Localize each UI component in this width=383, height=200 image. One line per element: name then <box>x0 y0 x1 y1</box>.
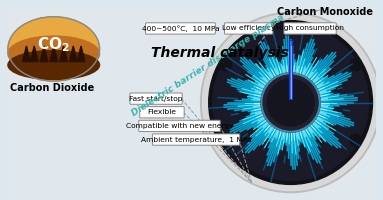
Text: High consumption: High consumption <box>276 25 344 31</box>
Text: Carbon Monoxide: Carbon Monoxide <box>277 7 373 17</box>
Circle shape <box>220 134 231 146</box>
Circle shape <box>203 15 378 190</box>
Polygon shape <box>30 46 38 62</box>
Text: Flexible: Flexible <box>147 109 177 115</box>
FancyBboxPatch shape <box>224 23 273 34</box>
Polygon shape <box>77 46 85 62</box>
Circle shape <box>201 13 380 192</box>
Text: Ambient temperature,  1 MPa: Ambient temperature, 1 MPa <box>141 137 251 143</box>
Circle shape <box>350 134 362 146</box>
Polygon shape <box>50 46 57 62</box>
Polygon shape <box>60 46 67 62</box>
FancyBboxPatch shape <box>146 23 215 34</box>
Ellipse shape <box>8 17 100 81</box>
Circle shape <box>261 73 320 132</box>
Circle shape <box>209 21 373 184</box>
Text: 400~500°C,  10 MPa: 400~500°C, 10 MPa <box>142 25 219 32</box>
FancyBboxPatch shape <box>140 107 184 118</box>
Circle shape <box>350 59 362 71</box>
Circle shape <box>220 59 231 71</box>
Text: $\mathbf{CO_2}$: $\mathbf{CO_2}$ <box>37 36 70 54</box>
Text: Compatible with new energy: Compatible with new energy <box>126 123 233 129</box>
Text: Fast start/stop: Fast start/stop <box>129 96 183 102</box>
Polygon shape <box>40 46 48 62</box>
Text: Low efficiency: Low efficiency <box>222 25 275 31</box>
Ellipse shape <box>8 51 100 79</box>
FancyBboxPatch shape <box>139 120 220 132</box>
Text: Carbon Dioxide: Carbon Dioxide <box>10 83 94 93</box>
FancyBboxPatch shape <box>284 23 336 34</box>
Circle shape <box>267 79 314 126</box>
Circle shape <box>213 25 368 181</box>
FancyBboxPatch shape <box>130 93 182 104</box>
FancyBboxPatch shape <box>152 134 240 145</box>
Polygon shape <box>23 46 30 62</box>
Ellipse shape <box>8 36 100 71</box>
Text: Thermal catalysis: Thermal catalysis <box>151 46 288 60</box>
Text: Dielectric barrier discharge plasma: Dielectric barrier discharge plasma <box>130 13 286 118</box>
Polygon shape <box>69 46 77 62</box>
